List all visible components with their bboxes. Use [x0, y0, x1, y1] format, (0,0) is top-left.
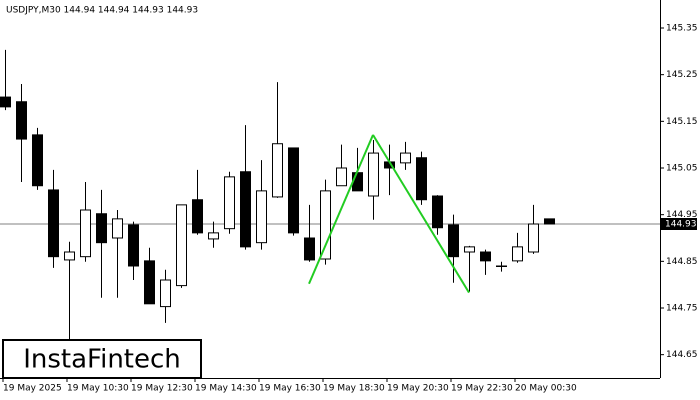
candle-body [112, 218, 123, 239]
y-tick-label: 145.35 [666, 24, 698, 34]
candle-body [32, 134, 43, 187]
x-tick-label: 19 May 2025 [3, 384, 62, 394]
candle-body [512, 246, 523, 262]
y-tick-label: 144.75 [666, 304, 698, 314]
candle-body [448, 224, 459, 258]
candle-body [256, 190, 267, 244]
logo-box [2, 339, 202, 379]
candle-body [176, 204, 187, 287]
pattern-line [372, 134, 470, 294]
candle-body [192, 199, 203, 234]
candle-body [128, 224, 139, 267]
candle-body [400, 152, 411, 164]
candle-body [416, 157, 427, 201]
candle-body [320, 190, 331, 260]
chart-title: USDJPY,M30 144.94 144.94 144.93 144.93 [6, 6, 198, 16]
x-tick-label: 20 May 00:30 [515, 384, 577, 394]
y-tick-label: 144.95 [666, 210, 698, 220]
candle-body [48, 189, 59, 258]
x-tick-label: 19 May 12:30 [131, 384, 193, 394]
candle-body [144, 260, 155, 305]
x-tick-label: 19 May 20:30 [387, 384, 449, 394]
candle-body [96, 213, 107, 244]
candle-body [464, 246, 475, 253]
candle-body [336, 167, 347, 187]
logo: InstaFintech [23, 345, 181, 375]
x-tick-label: 19 May 14:30 [195, 384, 257, 394]
candle-body [432, 195, 443, 229]
y-tick-label: 144.85 [666, 257, 698, 267]
x-tick-label: 19 May 16:30 [259, 384, 321, 394]
candle-body [528, 223, 539, 253]
candle-body [160, 279, 171, 308]
candle-body [352, 172, 363, 192]
candle-body [208, 232, 219, 240]
pattern-line [308, 134, 374, 285]
x-tick-label: 19 May 10:30 [67, 384, 129, 394]
candle-body [272, 143, 283, 198]
y-tick-label: 145.05 [666, 164, 698, 174]
candle-body [544, 218, 555, 225]
x-tick-label: 19 May 18:30 [323, 384, 385, 394]
candle-body [480, 251, 491, 262]
candle-body [304, 237, 315, 261]
candle-body [240, 171, 251, 248]
candle-body [368, 152, 379, 197]
candle-body [80, 209, 91, 258]
x-tick-label: 19 May 22:30 [451, 384, 513, 394]
candle-body [288, 147, 299, 234]
y-tick-label: 145.25 [666, 70, 698, 80]
price-label: 144.93 [665, 220, 697, 230]
y-tick-label: 144.65 [666, 350, 698, 360]
candle-body [496, 265, 507, 267]
candle-body [64, 251, 75, 261]
candle-body [16, 101, 27, 140]
price-label-box [661, 218, 697, 230]
candle-body [224, 176, 235, 230]
y-tick-label: 145.15 [666, 117, 698, 127]
candle-body [0, 96, 11, 108]
